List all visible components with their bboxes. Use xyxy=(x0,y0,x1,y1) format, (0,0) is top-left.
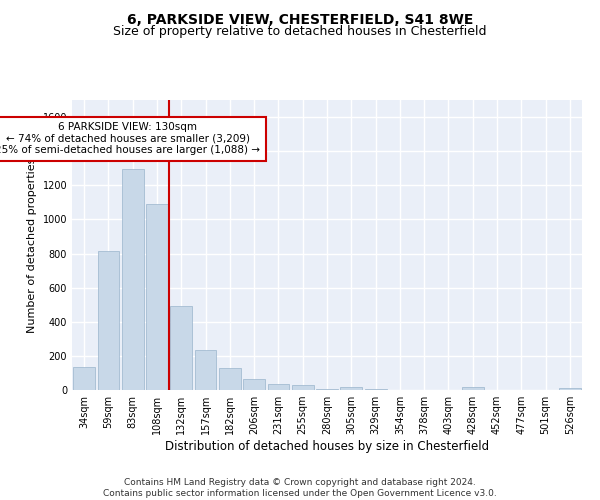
Bar xyxy=(219,368,241,390)
Bar xyxy=(73,366,95,390)
Text: Contains HM Land Registry data © Crown copyright and database right 2024.
Contai: Contains HM Land Registry data © Crown c… xyxy=(103,478,497,498)
Bar xyxy=(194,350,217,390)
Bar xyxy=(243,379,265,390)
X-axis label: Distribution of detached houses by size in Chesterfield: Distribution of detached houses by size … xyxy=(165,440,489,453)
Bar xyxy=(559,388,581,390)
Bar xyxy=(316,389,338,390)
Text: 6, PARKSIDE VIEW, CHESTERFIELD, S41 8WE: 6, PARKSIDE VIEW, CHESTERFIELD, S41 8WE xyxy=(127,12,473,26)
Y-axis label: Number of detached properties: Number of detached properties xyxy=(27,158,37,332)
Bar xyxy=(146,204,168,390)
Bar xyxy=(268,384,289,390)
Bar xyxy=(292,386,314,390)
Bar xyxy=(462,388,484,390)
Bar xyxy=(340,388,362,390)
Text: Size of property relative to detached houses in Chesterfield: Size of property relative to detached ho… xyxy=(113,25,487,38)
Bar xyxy=(122,169,143,390)
Text: 6 PARKSIDE VIEW: 130sqm
← 74% of detached houses are smaller (3,209)
25% of semi: 6 PARKSIDE VIEW: 130sqm ← 74% of detache… xyxy=(0,122,260,156)
Bar xyxy=(97,251,119,390)
Bar xyxy=(170,306,192,390)
